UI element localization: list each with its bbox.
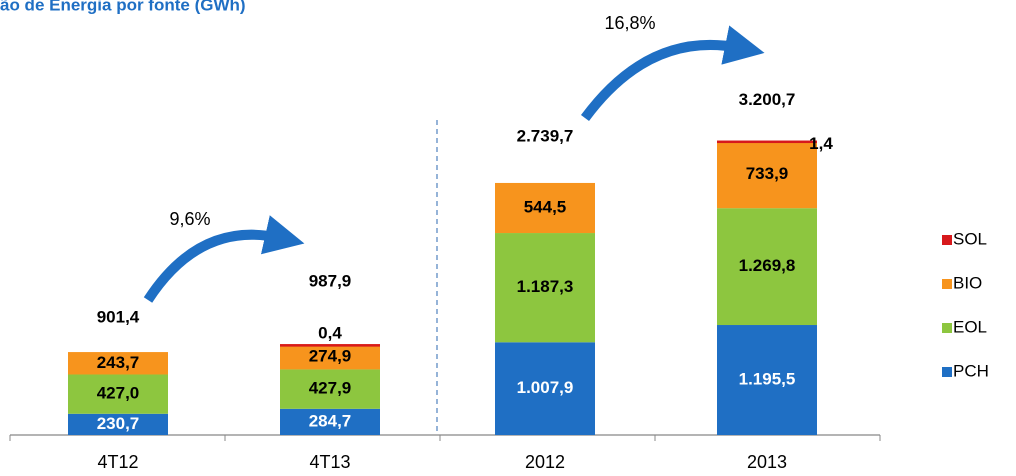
total-label: 987,9 bbox=[309, 272, 352, 291]
legend-label: EOL bbox=[953, 317, 987, 336]
value-label: 284,7 bbox=[309, 411, 352, 430]
legend-label: SOL bbox=[953, 229, 987, 248]
annotation: 9,6% bbox=[169, 209, 210, 229]
growth-arrow bbox=[580, 25, 765, 121]
total-label: 2.739,7 bbox=[517, 126, 574, 145]
bar-segment bbox=[717, 140, 817, 144]
total-label: 3.200,7 bbox=[739, 90, 796, 109]
bar-segment bbox=[717, 208, 817, 326]
legend-swatch bbox=[942, 279, 952, 289]
bar-segment bbox=[68, 352, 168, 375]
value-label: 733,9 bbox=[746, 164, 789, 183]
value-label: 1.269,8 bbox=[739, 256, 796, 275]
legend-swatch bbox=[942, 235, 952, 245]
value-label: 230,7 bbox=[97, 414, 140, 433]
value-label: 427,0 bbox=[97, 384, 140, 403]
total-label: 901,4 bbox=[97, 308, 140, 327]
value-label: 427,9 bbox=[309, 379, 352, 398]
value-label: 243,7 bbox=[97, 353, 140, 372]
legend-swatch bbox=[942, 367, 952, 377]
value-label: 274,9 bbox=[309, 346, 352, 365]
bar-segment bbox=[68, 374, 168, 414]
bar-segment bbox=[68, 413, 168, 435]
legend-label: BIO bbox=[953, 273, 982, 292]
bar-segment bbox=[280, 344, 380, 347]
value-label: 544,5 bbox=[524, 197, 567, 216]
annotation: 16,8% bbox=[604, 13, 655, 33]
legend-swatch bbox=[942, 323, 952, 333]
value-label: 1,4 bbox=[809, 134, 833, 153]
x-tick-label: 2012 bbox=[525, 452, 565, 472]
growth-arrow bbox=[143, 215, 305, 303]
bar-segment bbox=[280, 408, 380, 435]
value-label: 0,4 bbox=[318, 324, 342, 343]
bar-segment bbox=[280, 344, 380, 370]
chart-title: ão de Energia por fonte (GWh) bbox=[0, 0, 246, 14]
bar-segment bbox=[280, 369, 380, 409]
bar-segment bbox=[495, 233, 595, 343]
bar-segment bbox=[717, 325, 817, 435]
value-label: 1.187,3 bbox=[517, 277, 574, 296]
bar-segment bbox=[495, 182, 595, 234]
bar-segment bbox=[717, 140, 817, 209]
x-tick-label: 2013 bbox=[747, 452, 787, 472]
x-tick-label: 4T13 bbox=[309, 452, 350, 472]
value-label: 1.007,9 bbox=[517, 378, 574, 397]
axis-ticks bbox=[9, 435, 881, 441]
legend-label: PCH bbox=[953, 361, 989, 380]
x-tick-label: 4T12 bbox=[97, 452, 138, 472]
bar-segment bbox=[495, 342, 595, 435]
value-label: 1.195,5 bbox=[739, 369, 796, 388]
